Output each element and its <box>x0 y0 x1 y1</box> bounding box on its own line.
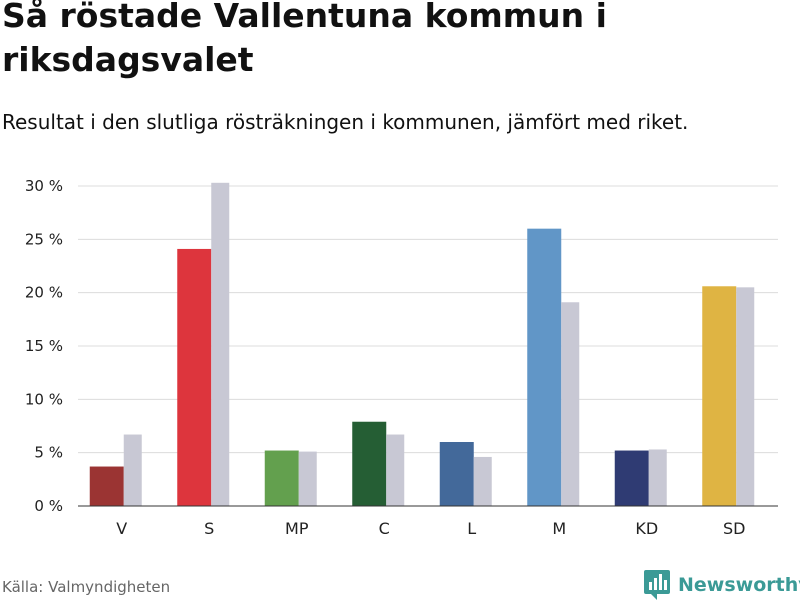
x-tick-label: KD <box>635 519 658 538</box>
bar-l-kommun <box>439 442 474 506</box>
bar-kd-kommun <box>614 450 649 506</box>
bar-sd-riket <box>736 287 755 506</box>
bar-c-riket <box>386 434 405 506</box>
bar-kd-riket <box>648 449 667 506</box>
newsworthy-logo-icon <box>644 570 670 600</box>
chart-title: Så röstade Vallentuna kommun i riksdagsv… <box>2 0 607 79</box>
brand-name: Newsworthy <box>678 574 800 596</box>
bar-v-kommun <box>89 466 124 506</box>
y-tick-label: 10 % <box>25 390 63 408</box>
bar-m-riket <box>561 302 580 506</box>
x-tick-label: L <box>467 519 476 538</box>
bar-sd-kommun <box>702 286 737 506</box>
y-tick-label: 15 % <box>25 337 63 355</box>
bar-mp-riket <box>298 451 317 506</box>
x-tick-label: V <box>116 519 127 538</box>
chart-subtitle: Resultat i den slutliga rösträkningen i … <box>2 110 689 134</box>
newsworthy-brand: Newsworthy <box>644 569 800 601</box>
y-tick-label: 30 % <box>25 177 63 195</box>
x-tick-label: C <box>379 519 390 538</box>
y-tick-label: 20 % <box>25 284 63 302</box>
y-tick-label: 5 % <box>34 444 63 462</box>
bar-mp-kommun <box>264 450 299 506</box>
source-note: Källa: Valmyndigheten <box>2 578 171 596</box>
x-tick-label: MP <box>285 519 309 538</box>
x-tick-label: S <box>204 519 214 538</box>
bar-s-kommun <box>177 248 212 506</box>
bar-s-riket <box>211 182 230 507</box>
y-tick-label: 25 % <box>25 230 63 248</box>
bar-m-kommun <box>527 228 562 506</box>
y-tick-label: 0 % <box>34 497 63 515</box>
bar-l-riket <box>473 456 492 506</box>
x-tick-label: SD <box>723 519 745 538</box>
x-tick-label: M <box>552 519 566 538</box>
bar-c-kommun <box>352 421 387 506</box>
bar-v-riket <box>123 434 142 506</box>
